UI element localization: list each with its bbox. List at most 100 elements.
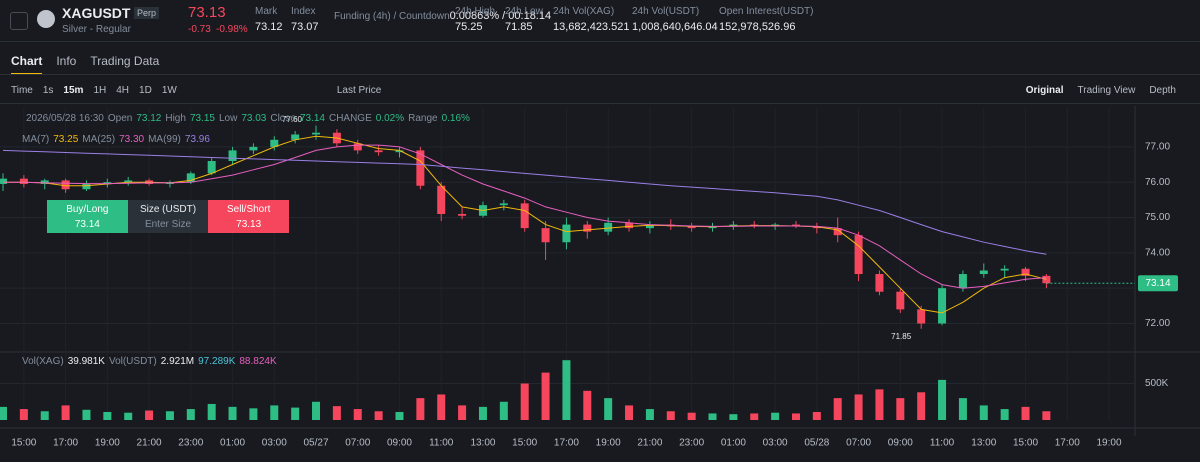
candle-body [395,150,404,153]
candle-body [186,173,195,183]
buy-button[interactable]: Buy/Long 73.14 [47,200,128,233]
stat-value: 73.07 [291,21,319,33]
stat-value: 71.85 [505,21,533,33]
chart: 72.0073.0074.0075.0076.0077.00500K15:001… [0,106,1200,449]
stat-value: 1,008,640,646.04 [632,21,718,33]
volume-bar [312,401,321,420]
coin-icon [37,10,55,28]
stat-value: 13,682,423.521 [553,21,630,33]
volume-bar [833,398,842,420]
candle-body [687,226,696,229]
x-tick-label: 01:00 [721,438,746,449]
interval[interactable]: 1s [42,85,54,96]
info-value: 73.03 [241,113,266,124]
stat-label: 24h High [455,6,496,17]
tab[interactable]: Chart [11,54,43,75]
legend-name: Vol(USDT) [109,356,157,367]
tab[interactable]: Info [56,54,77,68]
candle-body [812,226,821,229]
volume-bar [416,398,425,420]
interval[interactable]: 1D [139,85,152,96]
interval[interactable]: 1W [161,85,177,96]
stat-value: 0.00863% [449,10,500,22]
contract-tag: Perp [134,7,160,19]
volume-bar [771,412,780,420]
last-price: 73.13 [188,4,226,21]
x-tick-label: 15:00 [512,438,537,449]
volume-bar [625,405,634,420]
info-label: High [165,113,186,124]
price-change: -0.73 [188,24,211,35]
volume-bar [687,412,696,420]
x-tick-label: 03:00 [763,438,788,449]
stat-value: 152,978,526.96 [719,21,796,33]
y-tick-label: 74.00 [1145,247,1170,258]
candle-body [833,228,842,236]
x-tick-label: 23:00 [178,438,203,449]
view[interactable]: Depth [1149,85,1176,96]
stat-value: 75.25 [455,21,483,33]
size-input[interactable]: Size (USDT) Enter Size [128,200,209,233]
price-change-pct: -0.98% [216,24,248,35]
volume-bar [374,411,383,420]
y-tick-label: 77.00 [1145,142,1170,153]
symbol[interactable]: XAGUSDT [62,5,131,21]
volume-bar [875,389,884,420]
countdown: / 00:18:14 [502,10,552,22]
x-tick-label: 19:00 [1096,438,1121,449]
view[interactable]: Trading View [1077,85,1136,96]
volume-bar [291,407,300,420]
ma-line [3,135,1047,314]
candle-body [645,224,654,229]
header: XAGUSDT Perp Silver - Regular 73.13 -0.7… [0,0,1200,42]
candle-body [249,146,258,151]
tab[interactable]: Trading Data [90,54,160,68]
legend-value: 2.921M [161,356,194,367]
x-tick-label: 17:00 [1055,438,1080,449]
volume-bar [478,406,487,420]
ma-line [3,144,1047,289]
candle-body [270,139,279,147]
volume-bar [145,410,154,420]
size-label: Size (USDT) [139,204,197,215]
candle-body [312,132,321,135]
candle-body [958,274,967,289]
stat: Open Interest(USDT) 152,978,526.96 [719,6,813,33]
last-price-label: 73.14 [1145,278,1170,289]
candle-body [604,222,613,232]
interval[interactable]: 15m [63,85,84,96]
volume-bar [1000,409,1009,420]
candle-body [896,291,905,310]
volume-bar [729,414,738,420]
legend-value: 39.981K [68,356,106,367]
x-tick-label: 07:00 [846,438,871,449]
x-tick-label: 05/28 [804,438,829,449]
volume-bar [958,398,967,420]
last-price-tag [1138,275,1178,292]
view[interactable]: Original [1025,85,1064,96]
x-tick-label: 11:00 [429,438,454,449]
sell-label: Sell/Short [227,204,271,215]
sell-button[interactable]: Sell/Short 73.13 [208,200,290,233]
x-tick-label: 05/27 [304,438,329,449]
info-value: 73.12 [136,113,161,124]
candle-body [374,150,383,153]
volume-bar [124,412,133,420]
favorite-button[interactable] [10,12,28,30]
candle-body [625,222,634,229]
legend-name: MA(99) [148,134,181,145]
candle-body [541,228,550,243]
info-value: 73.14 [300,113,325,124]
datetime: 2026/05/28 16:30 [26,113,104,124]
info-value: 0.02% [376,113,404,124]
candle-body [562,224,571,243]
x-tick-label: 09:00 [888,438,913,449]
interval[interactable]: 4H [116,85,130,96]
interval[interactable]: 1H [93,85,107,96]
x-tick-label: 21:00 [637,438,662,449]
low-marker: 71.85 [891,332,912,341]
stat: 24h Vol(USDT) 1,008,640,646.04 [632,6,718,33]
candle-body [82,183,91,190]
price-type[interactable]: Last Price [336,85,382,96]
